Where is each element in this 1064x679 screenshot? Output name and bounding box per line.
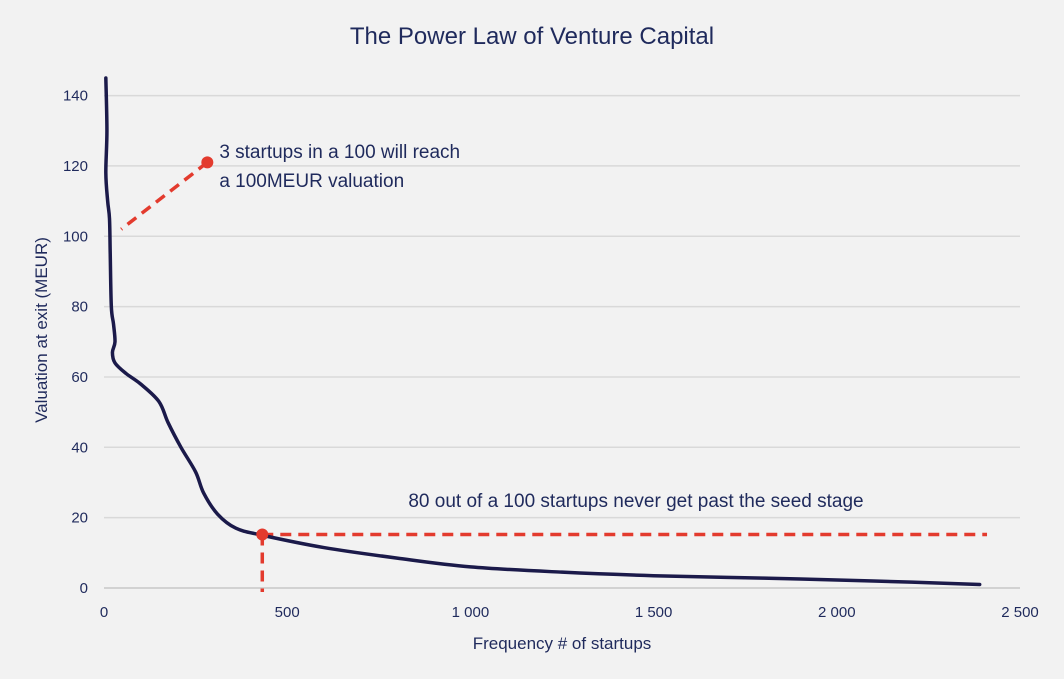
annotation-2-marker: [256, 528, 269, 541]
chart-title: The Power Law of Venture Capital: [350, 23, 714, 50]
y-tick-label: 0: [80, 580, 88, 597]
annotation-1-line-1: 3 startups in a 100 will reach: [219, 142, 460, 163]
grid-lines: [104, 94, 1020, 519]
annotation-2-text: 80 out of a 100 startups never get past …: [408, 491, 863, 512]
x-tick-label: 2 000: [818, 604, 856, 621]
x-tick-labels: 0 500 1 000 1 500 2 000 2 500: [100, 604, 1039, 621]
annotation-1-text: 3 startups in a 100 will reach a 100MEUR…: [219, 142, 465, 192]
y-tick-label: 140: [63, 88, 88, 105]
y-tick-labels: 0 20 40 60 80 100 120 140: [63, 88, 88, 597]
y-axis-label: Valuation at exit (MEUR): [32, 237, 51, 423]
x-tick-label: 0: [100, 604, 108, 621]
annotation-1-marker: [201, 156, 214, 169]
annotation-1-line-2: a 100MEUR valuation: [219, 171, 404, 192]
x-tick-label: 1 000: [452, 604, 490, 621]
x-tick-label: 2 500: [1001, 604, 1039, 621]
x-tick-label: 1 500: [635, 604, 673, 621]
annotation-markers: [201, 156, 269, 541]
annotation-1-leader-line: [120, 161, 209, 231]
y-tick-label: 20: [71, 510, 88, 527]
series-line: [104, 76, 982, 587]
y-tick-label: 120: [63, 158, 88, 175]
x-tick-label: 500: [275, 604, 300, 621]
x-axis-label: Frequency # of startups: [473, 634, 652, 653]
y-tick-label: 80: [71, 299, 88, 316]
y-tick-label: 100: [63, 228, 88, 245]
annotations: [120, 161, 988, 592]
y-tick-label: 40: [71, 439, 88, 456]
y-tick-label: 60: [71, 369, 88, 386]
